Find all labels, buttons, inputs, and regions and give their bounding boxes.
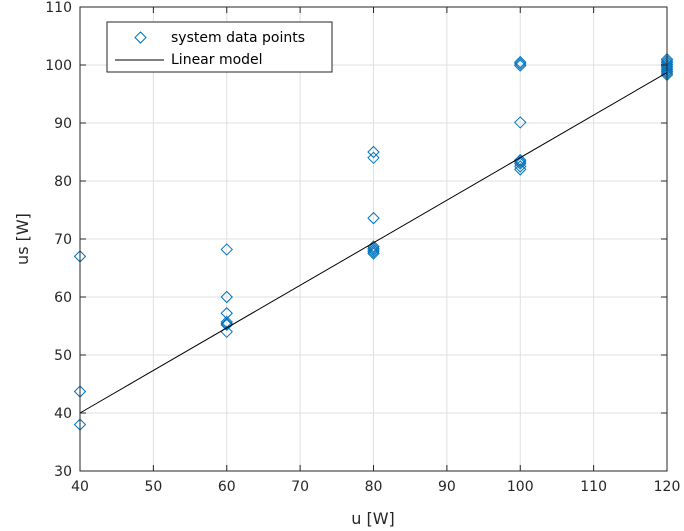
x-tick-label: 40 <box>71 479 89 495</box>
x-tick-label: 100 <box>507 479 534 495</box>
linear-model-line <box>79 72 668 414</box>
data-point-marker <box>367 243 380 257</box>
data-point-marker <box>220 318 233 332</box>
x-tick-label: 70 <box>291 479 309 495</box>
data-point-marker <box>367 247 380 260</box>
data-point-marker <box>367 245 380 258</box>
legend-box <box>106 21 333 73</box>
y-tick-label: 80 <box>54 174 72 190</box>
legend-label-linear-model: Linear model <box>171 52 263 68</box>
data-point-marker <box>514 153 527 167</box>
x-tick-label: 50 <box>144 479 162 495</box>
data-point-marker <box>514 163 527 176</box>
data-point-marker <box>220 243 233 256</box>
grid-lines <box>79 6 668 472</box>
data-point-marker <box>367 211 380 225</box>
y-tick-label: 110 <box>45 0 72 16</box>
data-point-marker <box>514 116 527 129</box>
legend: system data points Linear model <box>106 21 333 73</box>
y-tick-label: 90 <box>54 116 72 132</box>
data-point-marker <box>367 151 380 165</box>
y-tick-label: 60 <box>54 290 72 306</box>
data-point-marker <box>514 160 527 173</box>
data-point-marker <box>514 157 527 170</box>
data-point-marker <box>220 317 233 330</box>
legend-label-system-data-points: system data points <box>171 30 305 46</box>
x-tick-label: 110 <box>580 479 607 495</box>
y-tick-label: 40 <box>54 406 72 422</box>
x-tick-label: 60 <box>218 479 236 495</box>
x-axis-label: u [W] <box>351 509 395 528</box>
y-tick-label: 100 <box>45 58 72 74</box>
data-point-marker <box>367 242 380 255</box>
y-tick-label: 70 <box>54 232 72 248</box>
x-tick-label: 80 <box>365 479 383 495</box>
data-point-marker <box>514 57 527 71</box>
data-point-marker <box>367 145 380 159</box>
y-tick-label: 30 <box>54 464 72 480</box>
data-point-marker <box>220 290 233 304</box>
x-tick-label: 90 <box>438 479 456 495</box>
y-axis-label: us [W] <box>13 213 32 265</box>
y-tick-label: 50 <box>54 348 72 364</box>
x-tick-label: 120 <box>654 479 681 495</box>
axes: 40 50 60 70 80 90 100 110 1203040506070809010011… <box>45 0 680 495</box>
data-point-marker <box>514 59 527 72</box>
data-point-marker <box>514 55 527 69</box>
legend-marker-system-data-points <box>134 31 147 44</box>
